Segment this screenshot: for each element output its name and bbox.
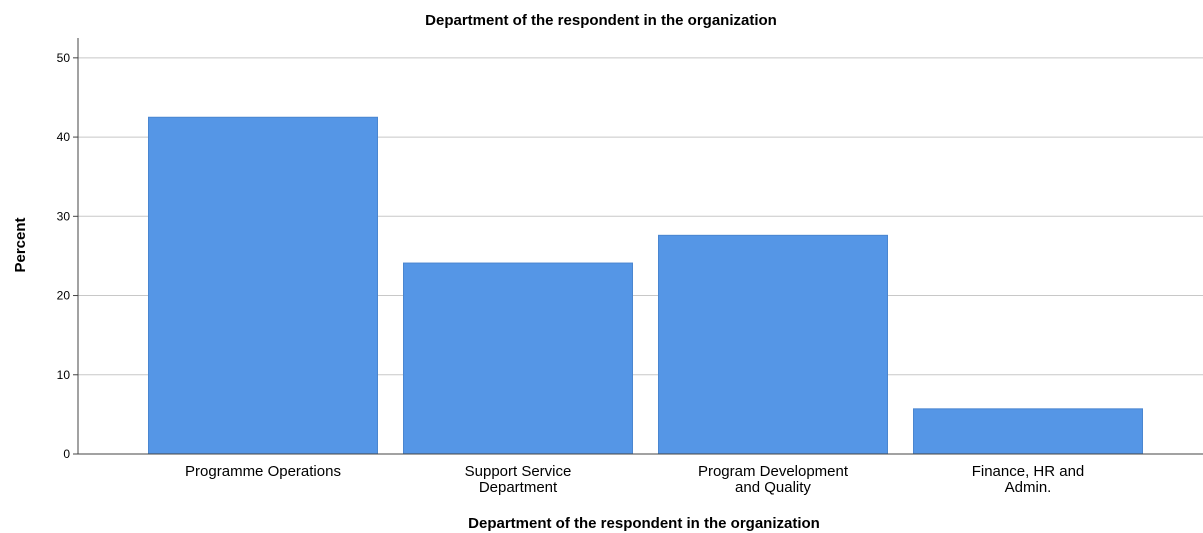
bar	[913, 408, 1143, 455]
y-tick-label: 0	[63, 447, 70, 461]
chart-title: Department of the respondent in the orga…	[425, 12, 777, 29]
axis-layer: 0 10 20 30 40 50 Programme Operations Support S…	[57, 38, 1203, 496]
y-tick-label: 40	[57, 130, 71, 144]
y-tick-label: 30	[57, 209, 71, 223]
y-tick-label: 50	[57, 51, 71, 65]
bar	[403, 262, 633, 455]
x-tick-label: Programme Operations	[185, 463, 341, 480]
y-tick-label: 20	[57, 289, 71, 303]
x-axis-label: Department of the respondent in the orga…	[468, 515, 820, 532]
x-tick-label: Finance, HR and Admin.	[972, 463, 1085, 496]
x-tick-label: Program Development and Quality	[698, 463, 849, 496]
bar	[148, 116, 378, 455]
bars-layer	[148, 116, 1143, 455]
y-tick-label: 10	[57, 368, 71, 382]
x-tick-label: Support Service Department	[465, 463, 572, 496]
y-axis-label: Percent	[12, 217, 29, 272]
bar	[658, 234, 888, 455]
